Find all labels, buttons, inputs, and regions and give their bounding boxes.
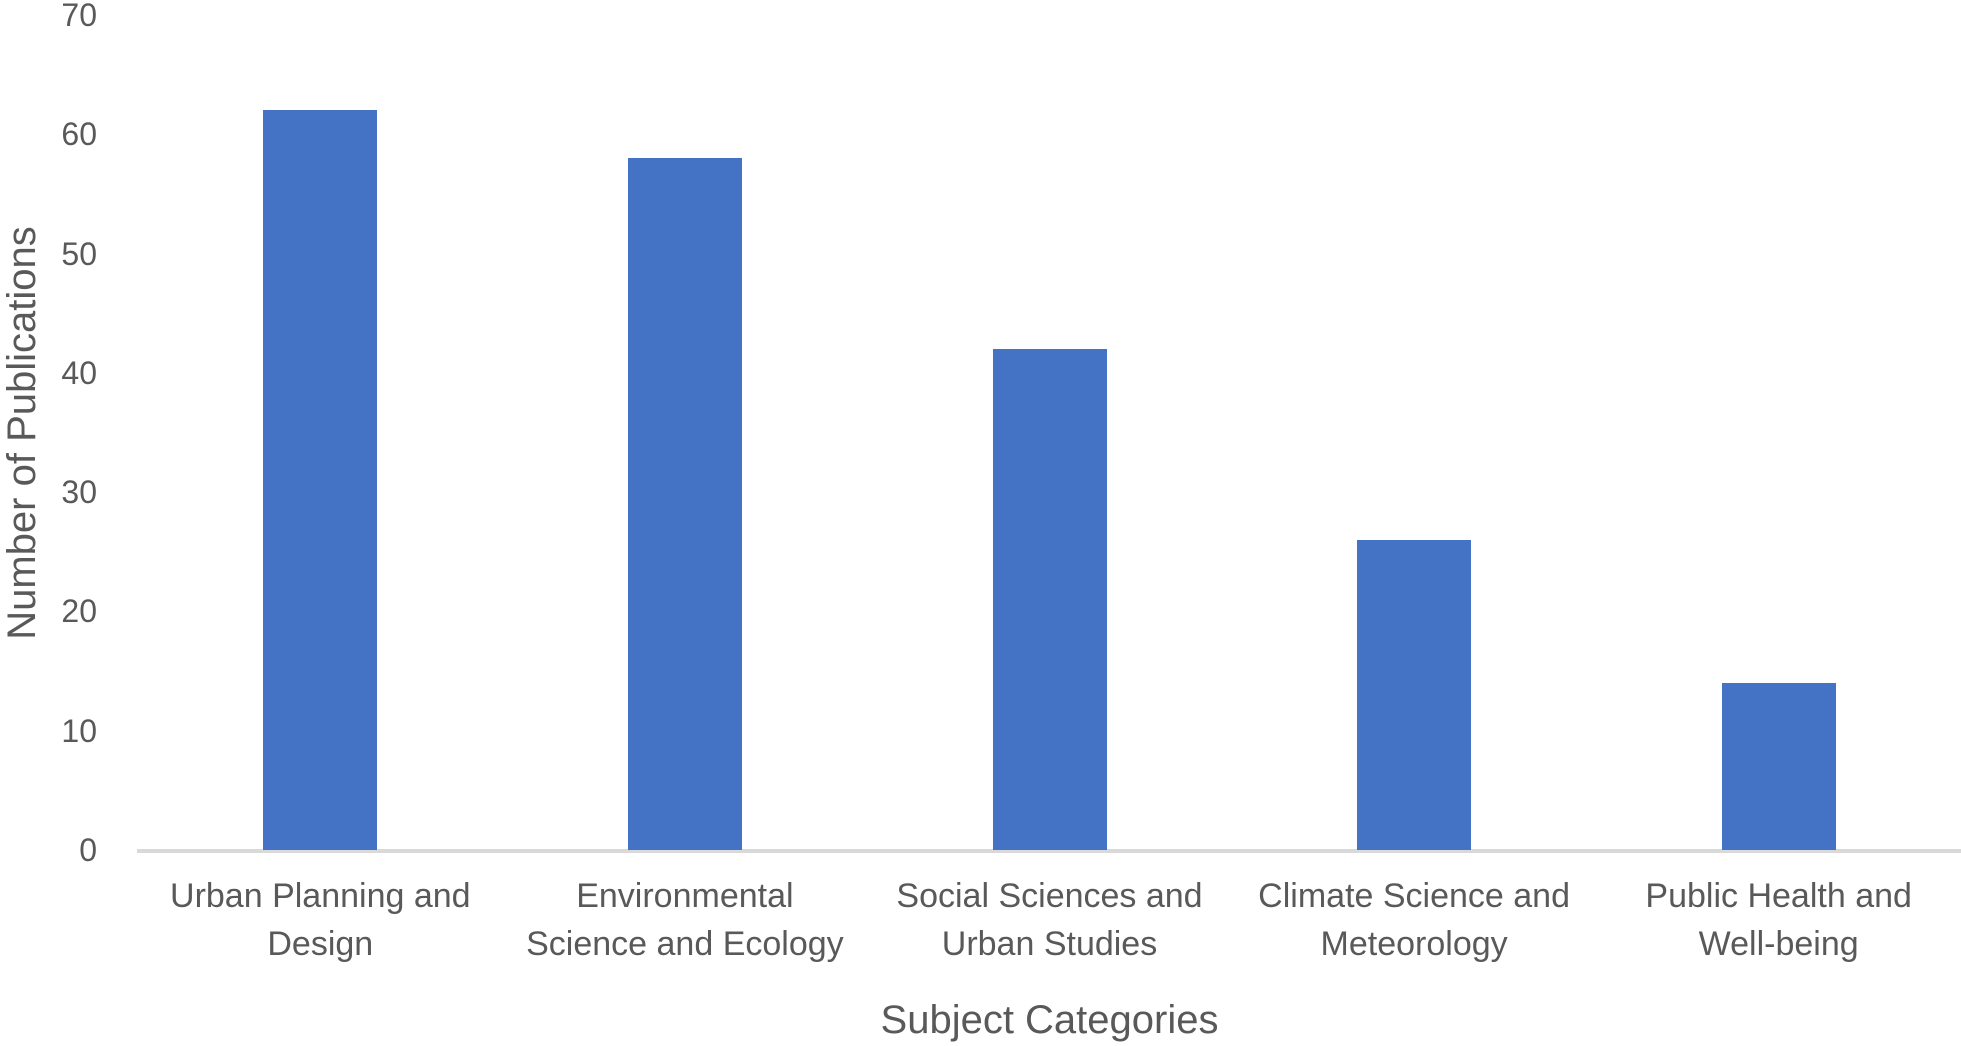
x-category-label: Environmental Science and Ecology	[526, 877, 844, 963]
x-category-label: Social Sciences and Urban Studies	[896, 877, 1203, 963]
y-axis-tick-label: 60	[61, 116, 97, 153]
y-axis-tick-label: 0	[79, 832, 97, 868]
x-category-label: Urban Planning and Design	[170, 877, 471, 963]
y-axis-tick-label: 20	[61, 593, 97, 630]
x-category-label: Climate Science and Meteorology	[1258, 877, 1570, 963]
bar-4	[1357, 539, 1472, 850]
y-axis-tick-label: 40	[61, 354, 97, 391]
x-category-label: Public Health and Well-being	[1645, 877, 1912, 963]
bar-2	[627, 158, 742, 850]
y-axis-tick-label: 50	[61, 235, 97, 272]
bar-1	[263, 110, 378, 850]
x-axis-line	[137, 849, 1961, 853]
x-axis-title: Subject Categories	[880, 998, 1219, 1042]
bar-3	[992, 349, 1107, 850]
bar-5	[1721, 683, 1836, 850]
y-axis-tick-label: 70	[61, 0, 97, 33]
y-axis-tick-label: 30	[61, 474, 97, 511]
y-axis-tick-label: 10	[61, 712, 97, 749]
y-axis-title: Number of Publications	[0, 225, 45, 640]
